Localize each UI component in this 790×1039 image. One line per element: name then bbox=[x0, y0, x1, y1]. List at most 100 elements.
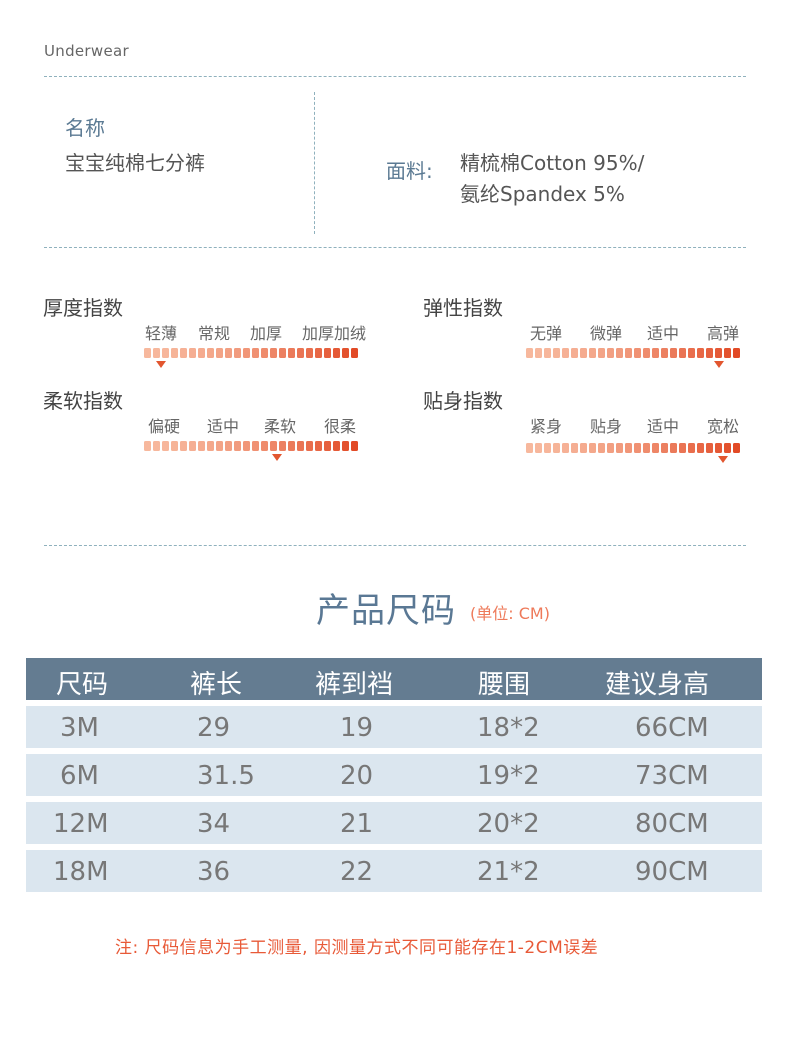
thickness-tick-4: 加厚加绒 bbox=[302, 324, 367, 343]
thickness-tick-1: 轻薄 bbox=[145, 324, 178, 343]
bar-segment bbox=[315, 441, 322, 451]
divider-top bbox=[44, 76, 746, 77]
softness-tick-1: 偏硬 bbox=[148, 417, 181, 436]
elasticity-tick-1: 无弹 bbox=[530, 324, 563, 343]
bar-segment bbox=[243, 348, 250, 358]
bar-segment bbox=[297, 348, 304, 358]
bar-segment bbox=[306, 441, 313, 451]
header-height: 建议身高 bbox=[605, 670, 710, 700]
fit-bar bbox=[526, 443, 740, 453]
cell-length: 34 bbox=[197, 809, 231, 839]
elasticity-bar bbox=[526, 348, 740, 358]
bar-segment bbox=[625, 443, 632, 453]
thickness-ticks: 轻薄 常规 加厚 加厚加绒 bbox=[145, 320, 367, 343]
cell-height: 66CM bbox=[635, 713, 709, 743]
header-pants-length: 裤长 bbox=[190, 670, 243, 700]
fit-tick-4: 宽松 bbox=[707, 417, 740, 436]
bar-segment bbox=[661, 443, 668, 453]
cell-waist: 21*2 bbox=[477, 857, 540, 887]
divider-info bbox=[44, 247, 746, 248]
bar-segment bbox=[652, 443, 659, 453]
bar-segment bbox=[162, 441, 169, 451]
cell-height: 73CM bbox=[635, 761, 709, 791]
bar-segment bbox=[526, 348, 533, 358]
bar-segment bbox=[634, 348, 641, 358]
elasticity-title: 弹性指数 bbox=[423, 296, 503, 320]
bar-segment bbox=[225, 441, 232, 451]
size-table-header: 尺码 裤长 裤到裆 腰围 建议身高 bbox=[26, 658, 762, 700]
bar-segment bbox=[225, 348, 232, 358]
bar-segment bbox=[706, 348, 713, 358]
cell-length: 31.5 bbox=[197, 761, 255, 791]
table-row: 12M 34 21 20*2 80CM bbox=[26, 802, 762, 844]
size-section-title: 产品尺码 bbox=[316, 591, 456, 631]
cell-size: 18M bbox=[53, 857, 109, 887]
divider-vertical bbox=[314, 92, 315, 234]
fabric-label: 面料: bbox=[386, 159, 433, 183]
bar-segment bbox=[688, 443, 695, 453]
thickness-tick-3: 加厚 bbox=[250, 324, 283, 343]
size-table: 尺码 裤长 裤到裆 腰围 建议身高 3M 29 19 18*2 66CM 6M … bbox=[26, 658, 762, 892]
fabric-line-2: 氨纶Spandex 5% bbox=[460, 182, 625, 206]
bar-segment bbox=[288, 441, 295, 451]
bar-segment bbox=[625, 348, 632, 358]
cell-size: 3M bbox=[60, 713, 99, 743]
fit-title: 贴身指数 bbox=[423, 389, 503, 413]
cell-size: 6M bbox=[60, 761, 99, 791]
bar-segment bbox=[162, 348, 169, 358]
thickness-marker bbox=[156, 361, 167, 368]
bar-segment bbox=[351, 348, 358, 358]
table-row: 3M 29 19 18*2 66CM bbox=[26, 706, 762, 748]
size-note: 注: 尺码信息为手工测量, 因测量方式不同可能存在1-2CM误差 bbox=[115, 938, 599, 958]
fit-ticks: 紧身 贴身 适中 宽松 bbox=[530, 413, 750, 436]
thickness-title: 厚度指数 bbox=[43, 296, 123, 320]
bar-segment bbox=[198, 441, 205, 451]
bar-segment bbox=[607, 348, 614, 358]
bar-segment bbox=[544, 443, 551, 453]
bar-segment bbox=[580, 348, 587, 358]
cell-waist: 20*2 bbox=[477, 809, 540, 839]
bar-segment bbox=[724, 443, 731, 453]
bar-segment bbox=[144, 348, 151, 358]
cell-height: 90CM bbox=[635, 857, 709, 887]
header-rise: 裤到裆 bbox=[315, 670, 394, 700]
elasticity-marker bbox=[713, 361, 724, 368]
bar-segment bbox=[697, 443, 704, 453]
cell-size: 12M bbox=[53, 809, 109, 839]
elasticity-ticks: 无弹 微弹 适中 高弹 bbox=[530, 320, 750, 343]
bar-segment bbox=[198, 348, 205, 358]
bar-segment bbox=[180, 441, 187, 451]
bar-segment bbox=[324, 441, 331, 451]
cell-waist: 19*2 bbox=[477, 761, 540, 791]
bar-segment bbox=[351, 441, 358, 451]
header-size: 尺码 bbox=[56, 670, 109, 700]
thickness-tick-2: 常规 bbox=[198, 324, 231, 343]
bar-segment bbox=[535, 348, 542, 358]
bar-segment bbox=[171, 348, 178, 358]
bar-segment bbox=[252, 348, 259, 358]
bar-segment bbox=[562, 443, 569, 453]
bar-segment bbox=[607, 443, 614, 453]
brand-label: Underwear bbox=[44, 42, 129, 60]
bar-segment bbox=[261, 441, 268, 451]
cell-height: 80CM bbox=[635, 809, 709, 839]
bar-segment bbox=[207, 441, 214, 451]
bar-segment bbox=[643, 348, 650, 358]
thickness-bar bbox=[144, 348, 358, 358]
cell-length: 36 bbox=[197, 857, 231, 887]
divider-indices bbox=[44, 545, 746, 546]
bar-segment bbox=[171, 441, 178, 451]
bar-segment bbox=[679, 348, 686, 358]
elasticity-tick-4: 高弹 bbox=[707, 324, 740, 343]
bar-segment bbox=[234, 348, 241, 358]
bar-segment bbox=[342, 441, 349, 451]
bar-segment bbox=[189, 441, 196, 451]
bar-segment bbox=[144, 441, 151, 451]
bar-segment bbox=[180, 348, 187, 358]
bar-segment bbox=[279, 441, 286, 451]
cell-rise: 22 bbox=[340, 857, 374, 887]
bar-segment bbox=[715, 443, 722, 453]
fit-marker bbox=[717, 456, 728, 463]
bar-segment bbox=[306, 348, 313, 358]
elasticity-tick-2: 微弹 bbox=[590, 324, 623, 343]
